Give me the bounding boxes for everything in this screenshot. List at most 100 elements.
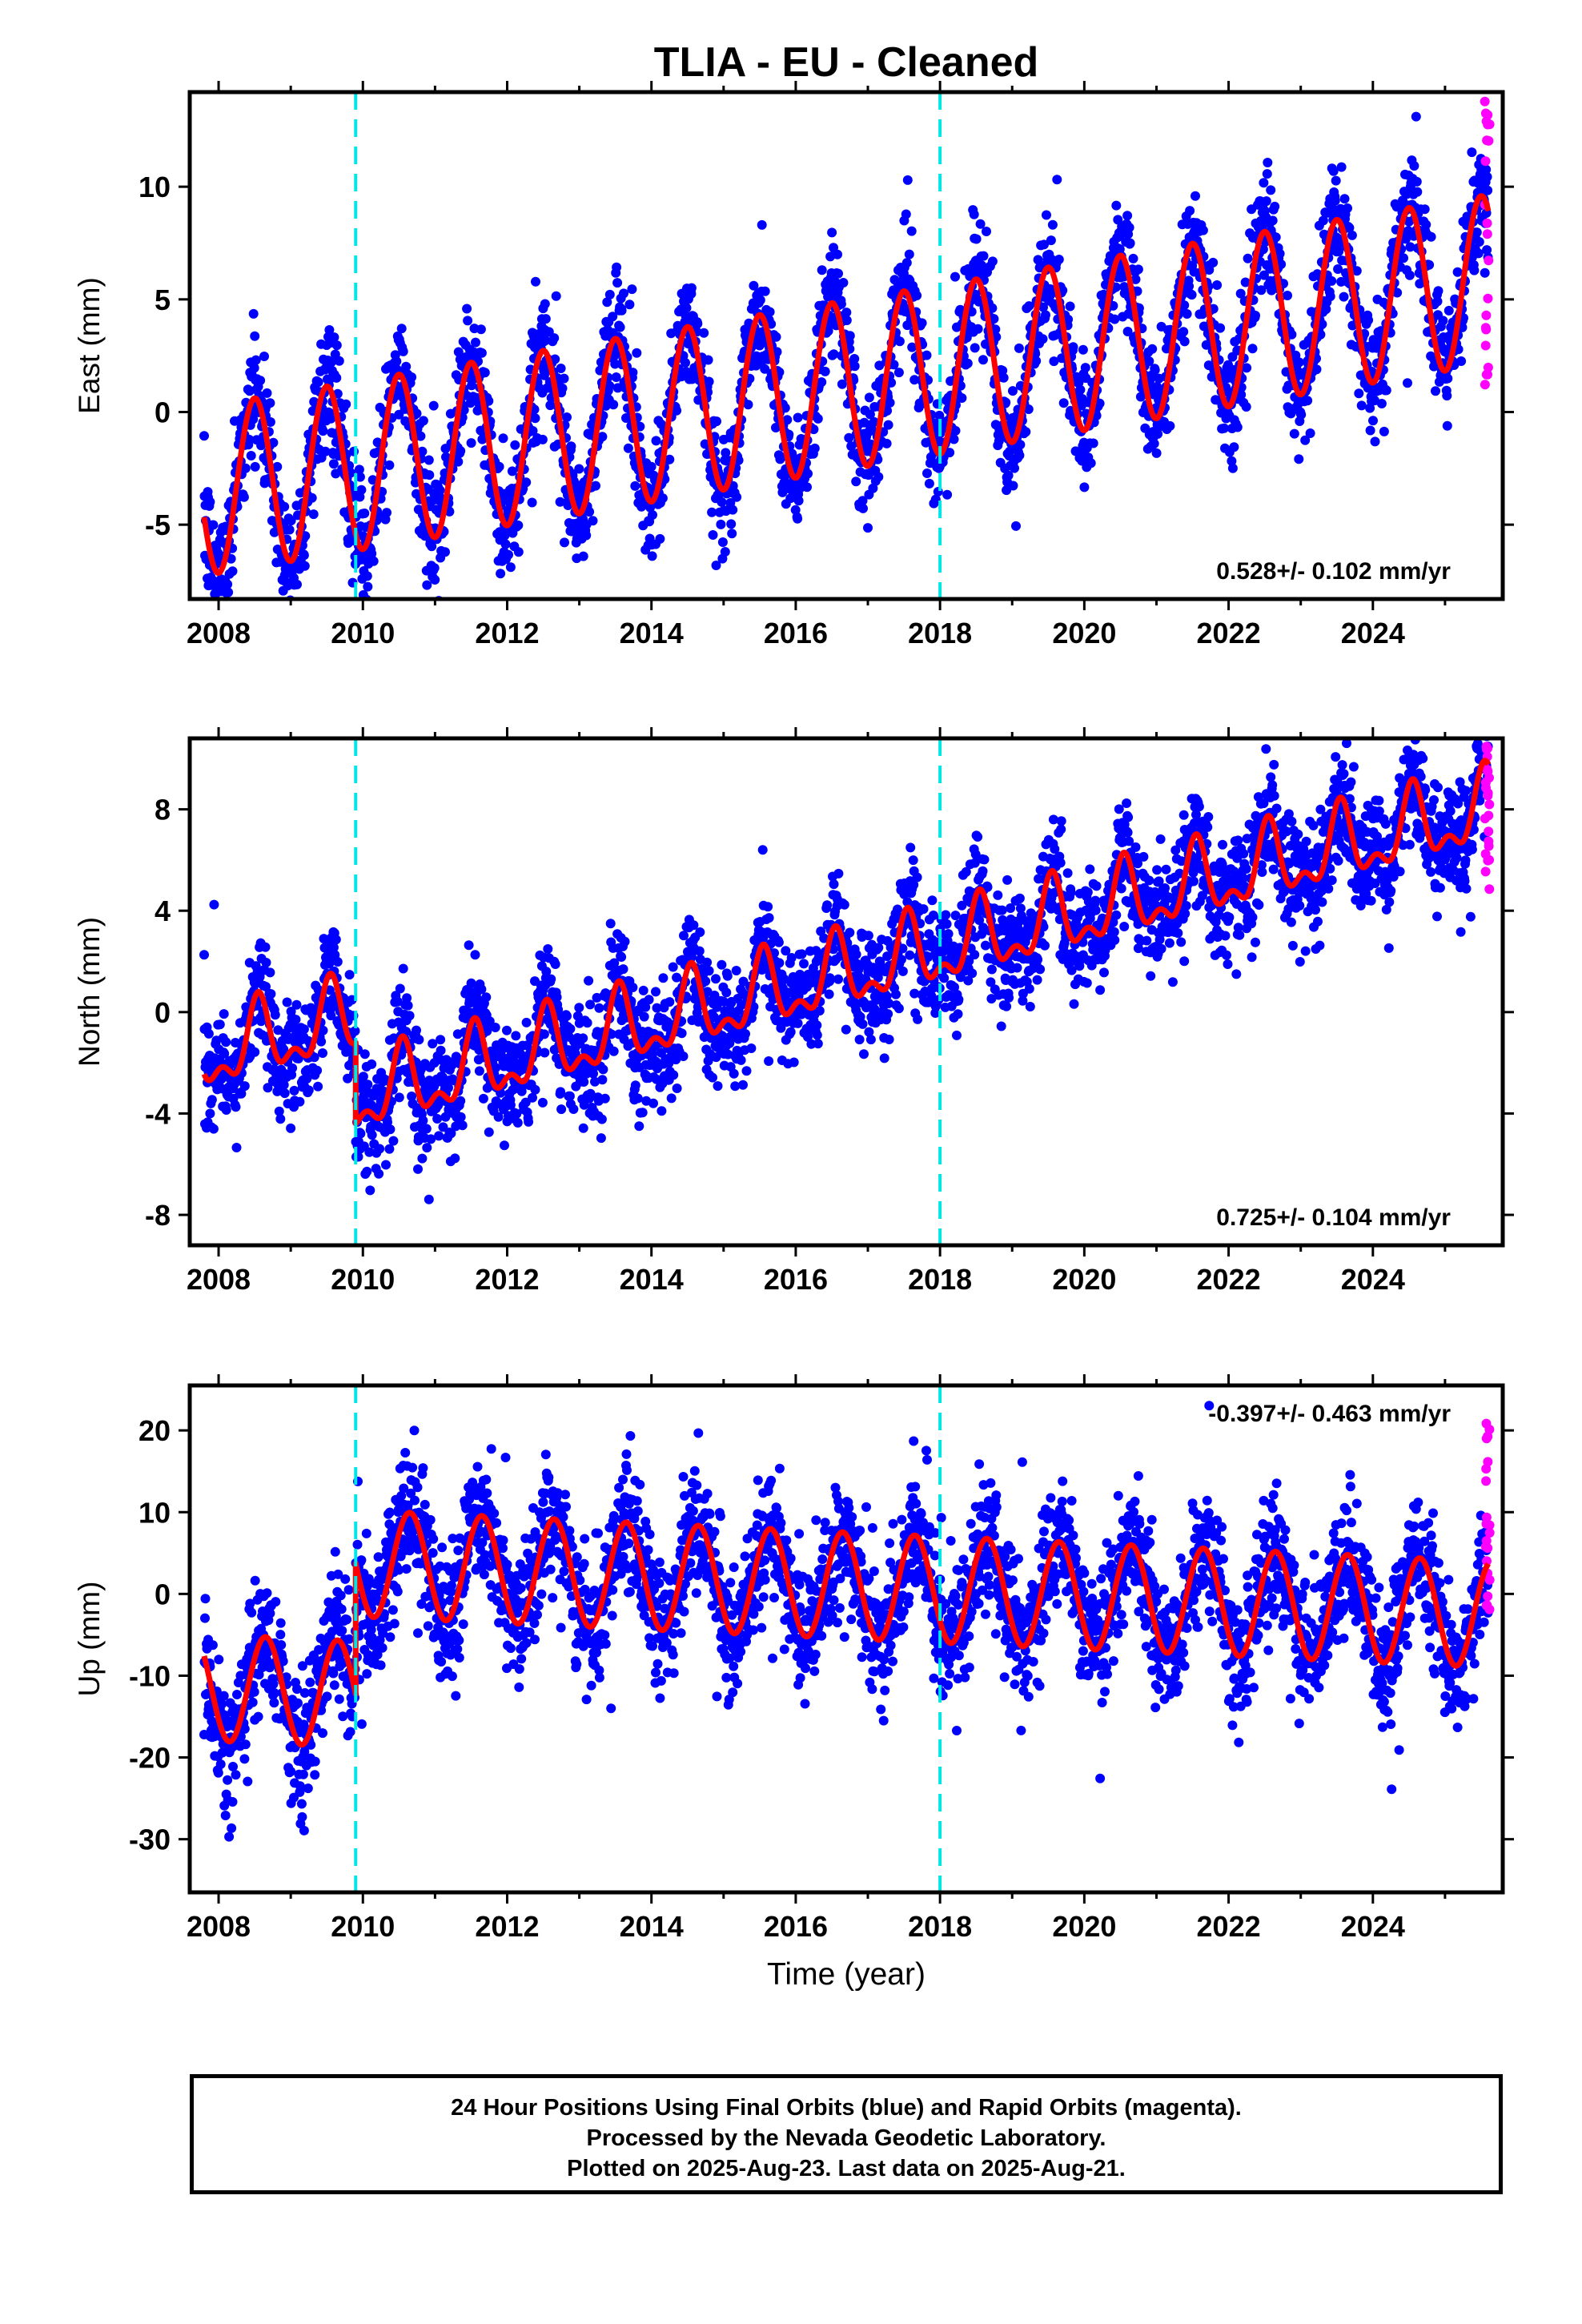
final-orbit-point <box>632 1093 643 1104</box>
final-orbit-point <box>262 388 272 398</box>
final-orbit-point <box>1483 185 1493 195</box>
final-orbit-point <box>841 308 852 318</box>
final-orbit-point <box>341 399 351 409</box>
panels: 2008 2010 2012 2014 2016 2018 2020 2022 20241050… <box>73 81 1514 1992</box>
final-orbit-point <box>771 332 781 342</box>
final-orbit-point <box>764 1056 774 1066</box>
final-orbit-point <box>334 356 344 366</box>
final-orbit-point <box>909 375 920 385</box>
final-orbit-point <box>858 503 868 513</box>
final-orbit-point <box>367 1130 377 1140</box>
final-orbit-point <box>1365 425 1375 436</box>
final-orbit-point <box>1219 423 1229 433</box>
final-orbit-point <box>597 1075 608 1085</box>
final-orbit-point <box>1038 334 1048 344</box>
final-orbit-point <box>1266 185 1276 195</box>
final-orbit-point <box>318 426 328 436</box>
final-orbit-point <box>578 1123 588 1133</box>
final-orbit-point <box>1199 321 1209 332</box>
final-orbit-point <box>435 485 445 496</box>
final-orbit-point <box>665 454 675 464</box>
final-orbit-point <box>1404 270 1415 280</box>
final-orbit-point <box>581 530 592 541</box>
final-orbit-point <box>308 509 319 520</box>
final-orbit-point <box>720 547 730 557</box>
final-orbit-point <box>363 581 373 592</box>
final-orbit-point <box>833 974 843 984</box>
final-orbit-point <box>540 336 551 346</box>
final-orbit-point <box>672 405 682 416</box>
final-orbit-point <box>1344 223 1355 233</box>
final-orbit-point <box>413 1164 423 1174</box>
final-orbit-point <box>945 448 955 458</box>
final-orbit-point <box>1283 291 1292 300</box>
final-orbit-point <box>1438 316 1448 326</box>
final-orbit-point <box>279 501 290 512</box>
final-orbit-point <box>1412 187 1423 197</box>
final-orbit-point <box>922 468 932 478</box>
final-orbit-point <box>401 361 412 372</box>
final-orbit-point <box>949 434 959 444</box>
final-orbit-point <box>259 352 269 361</box>
rapid-orbit-point <box>1480 340 1491 351</box>
final-orbit-point <box>1251 311 1260 320</box>
final-orbit-point <box>833 249 842 259</box>
final-orbit-point <box>1023 404 1034 414</box>
final-orbit-point <box>1363 315 1374 325</box>
final-orbit-point <box>1227 456 1237 466</box>
final-orbit-point <box>424 455 434 465</box>
final-orbit-point <box>655 533 665 544</box>
final-orbit-point <box>1125 238 1135 248</box>
final-orbit-point <box>971 234 982 244</box>
final-orbit-point <box>596 1133 606 1144</box>
final-orbit-point <box>970 343 980 353</box>
final-orbit-point <box>1347 230 1357 240</box>
final-orbit-point <box>1086 458 1096 468</box>
final-orbit-point <box>307 493 317 503</box>
final-orbit-point <box>528 426 538 436</box>
final-orbit-point <box>845 331 855 341</box>
final-orbit-point <box>1235 288 1246 299</box>
final-orbit-point <box>608 312 618 322</box>
final-orbit-point <box>450 1153 460 1164</box>
final-orbit-point <box>412 408 422 419</box>
final-orbit-point <box>513 521 524 530</box>
final-orbit-point <box>231 1143 242 1152</box>
final-orbit-point <box>713 1081 723 1092</box>
final-orbit-point <box>1351 266 1362 276</box>
final-orbit-point <box>568 1104 579 1114</box>
final-orbit-point <box>1258 244 1268 255</box>
final-orbit-point <box>605 919 616 929</box>
final-orbit-point <box>736 1055 746 1065</box>
final-orbit-point <box>1008 480 1018 491</box>
final-orbit-point <box>549 333 560 344</box>
final-orbit-point <box>1392 287 1403 298</box>
final-orbit-point <box>989 314 999 324</box>
final-orbit-point <box>316 1036 327 1047</box>
final-orbit-point <box>294 661 303 670</box>
final-orbit-point <box>703 355 713 365</box>
final-orbit-point <box>578 1033 588 1043</box>
final-orbit-point <box>765 307 775 317</box>
final-orbit-point <box>615 322 625 332</box>
final-orbit-point <box>1262 169 1272 179</box>
final-orbit-point <box>231 1102 241 1112</box>
final-orbit-point <box>505 562 516 573</box>
final-orbit-point <box>1289 428 1299 439</box>
final-orbit-point <box>303 1085 314 1096</box>
final-orbit-point <box>1426 231 1436 242</box>
x-tick-label: 2010 <box>331 617 395 649</box>
final-orbit-point <box>363 1080 373 1090</box>
rapid-orbit-point <box>1481 310 1492 320</box>
final-orbit-point <box>797 949 807 959</box>
final-orbit-point <box>498 433 508 444</box>
final-orbit-point <box>1327 275 1337 286</box>
final-orbit-point <box>693 319 703 329</box>
final-orbit-point <box>1294 454 1304 464</box>
rapid-orbit-point <box>1480 156 1491 167</box>
final-orbit-point <box>510 440 520 450</box>
final-orbit-point <box>219 605 229 615</box>
final-orbit-point <box>462 304 472 314</box>
final-orbit-point <box>982 227 991 236</box>
